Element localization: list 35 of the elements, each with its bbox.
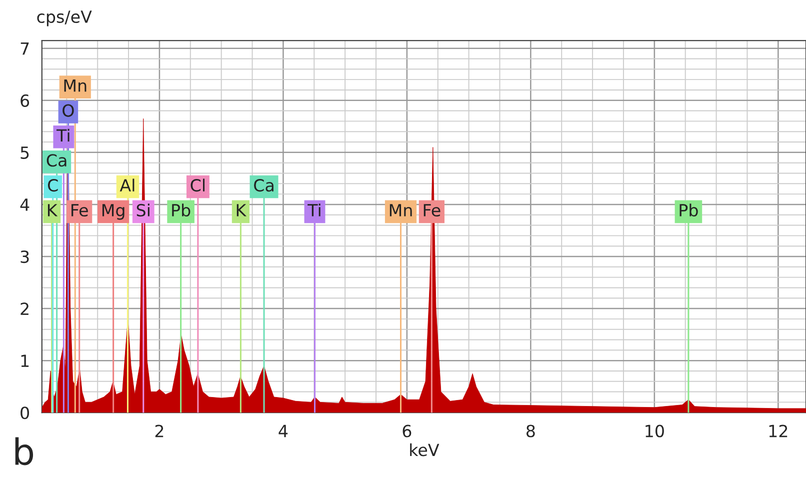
ref-line-label: Ti <box>308 204 320 216</box>
ref-line-label: K <box>236 204 247 216</box>
ref-line-label: Mn <box>390 204 412 216</box>
y-tick-label: 7 <box>20 42 29 55</box>
ref-line-label: Fe <box>72 204 88 217</box>
ref-line-label: Pb <box>680 204 698 217</box>
y-tick-label: 0 <box>20 406 29 420</box>
ref-line-label: C <box>48 178 58 192</box>
text: b <box>15 437 34 466</box>
ref-line-label: Pb <box>172 204 190 217</box>
x-tick-label: 2 <box>155 424 164 438</box>
y-tick-label: 4 <box>20 198 30 211</box>
ref-line-label: Ca <box>46 154 66 167</box>
y-tick-label: 3 <box>20 250 29 264</box>
x-tick-label: 8 <box>526 424 535 438</box>
x-axis-title: keV <box>410 443 440 456</box>
y-tick-label: 2 <box>20 302 28 315</box>
ref-line-label: O <box>62 104 74 117</box>
ref-line-label: Mn <box>64 80 86 92</box>
y-tick-label: 6 <box>20 94 30 107</box>
ref-line-label: Ca <box>254 178 274 192</box>
y-axis-title: cps/eV <box>37 10 92 26</box>
ref-line-label: Fe <box>424 204 440 217</box>
x-tick-label: 6 <box>402 424 412 438</box>
ref-line-label: Mg <box>102 204 124 220</box>
ref-line-label: Cl <box>190 178 205 192</box>
ref-line-label: Ti <box>56 128 70 142</box>
ref-line-label: Al <box>120 178 134 192</box>
x-tick-label: 10 <box>646 424 664 438</box>
ref-line-label: K <box>48 204 58 216</box>
y-tick-label: 5 <box>20 146 29 159</box>
y-tick-label: 1 <box>21 354 29 367</box>
x-tick-label: 12 <box>769 424 788 438</box>
x-tick-label: 4 <box>278 424 288 438</box>
ref-line-label: Si <box>136 204 150 217</box>
